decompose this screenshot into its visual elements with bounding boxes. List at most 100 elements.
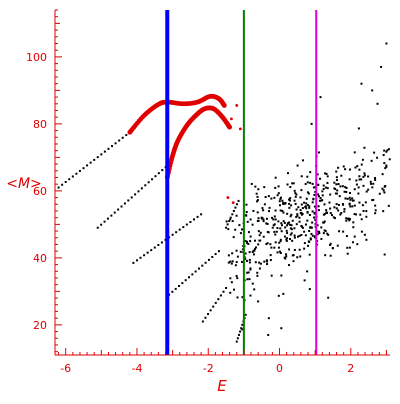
data-point [295,223,298,226]
data-point [282,220,285,223]
data-point [291,219,294,222]
data-point [308,213,311,216]
data-point [333,206,336,209]
data-point [304,205,307,208]
data-point [317,151,320,154]
data-point [329,254,332,257]
data-point [317,209,320,212]
data-point [357,186,360,189]
data-point [111,145,114,148]
data-point [217,298,220,301]
data-point [291,254,294,257]
data-point [337,183,340,186]
data-point [118,139,121,142]
data-point [235,203,238,206]
data-point [324,186,327,189]
x-tick-label: -2 [203,362,214,375]
data-point [135,259,138,262]
data-point [343,190,346,193]
data-point [294,192,297,195]
data-point [283,221,286,224]
data-point [329,243,332,246]
data-point [307,192,310,195]
data-point [241,328,244,331]
data-point [321,194,324,197]
data-point [288,221,291,224]
data-point [252,249,255,252]
data-point [280,230,283,233]
data-point [300,175,303,178]
data-point [252,209,255,212]
data-point [82,167,85,170]
data-point [250,182,253,185]
data-point [306,211,309,214]
data-point [249,218,252,221]
data-point [326,187,329,190]
data-point [132,261,135,264]
data-point [346,246,349,249]
data-point [61,183,64,186]
data-point [312,198,315,201]
data-point [374,212,377,215]
data-point [342,230,345,233]
data-point [266,230,269,233]
data-point [346,252,349,255]
data-point [221,103,227,108]
data-point [309,237,312,240]
data-point [308,206,311,209]
data-point [254,185,257,188]
data-point [285,238,288,241]
data-point [363,174,366,177]
data-point [337,166,340,169]
data-point [330,214,333,217]
data-point [380,65,383,68]
data-point [188,276,190,279]
data-point [93,158,96,161]
data-point [329,242,332,245]
data-point [345,235,348,238]
data-point [301,207,304,210]
data-point [360,218,363,221]
data-point [246,278,249,281]
data-point [181,282,184,285]
data-point [263,260,266,263]
data-point [327,233,330,236]
data-point [385,42,388,45]
data-point [346,217,349,220]
data-point [374,209,377,212]
data-point [345,187,348,190]
data-point [171,290,174,293]
data-point [279,209,282,212]
data-point [194,270,197,273]
data-point [349,168,352,171]
data-point [378,192,381,195]
data-point [274,241,277,244]
data-point [376,102,379,105]
data-point [293,236,296,239]
data-point [312,186,315,189]
data-point [285,224,288,227]
data-point [139,256,142,259]
data-point [269,254,272,257]
data-point [351,205,354,208]
data-point [385,165,388,168]
data-point [182,226,185,229]
data-point [234,206,237,209]
data-point [268,206,271,209]
data-point [308,230,311,233]
data-point [308,253,311,256]
y-tick-label: 60 [33,185,47,198]
data-point [300,203,303,206]
data-point [324,254,327,257]
data-point [279,238,282,241]
data-point [229,218,232,221]
data-point [266,260,269,263]
data-point [280,222,283,225]
data-point [273,246,276,249]
data-point [325,211,328,214]
data-point [263,203,266,206]
data-point [320,237,323,240]
data-point [229,260,232,263]
data-point [301,212,304,215]
data-point [277,192,280,195]
